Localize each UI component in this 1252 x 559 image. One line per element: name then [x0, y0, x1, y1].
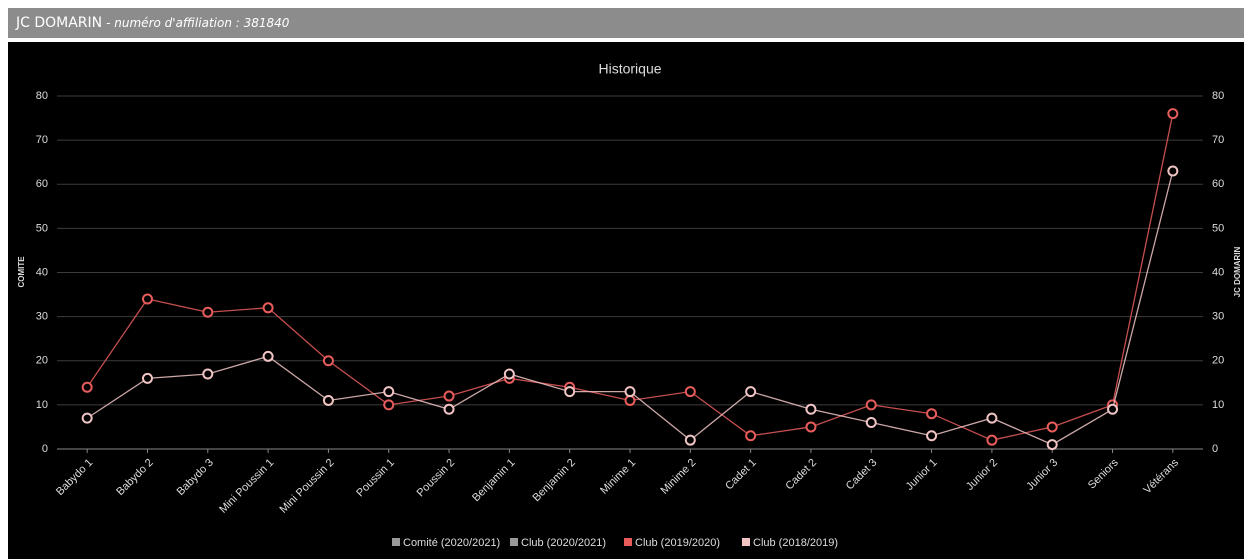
- point: [865, 417, 877, 429]
- y-tick-label: 40: [36, 266, 48, 278]
- point: [141, 372, 153, 384]
- header-title: JC DOMARIN: [16, 15, 103, 31]
- point: [865, 399, 877, 411]
- y-tick-label: 20: [36, 355, 48, 367]
- header-subtitle: - numéro d'affiliation : 381840: [106, 16, 290, 30]
- point: [383, 399, 395, 411]
- y2-tick-label: 70: [1212, 134, 1224, 146]
- point: [624, 394, 636, 406]
- point: [684, 434, 696, 446]
- legend-swatch: [742, 538, 750, 546]
- point: [564, 386, 576, 398]
- y-tick-label: 70: [36, 134, 48, 146]
- legend-swatch: [510, 538, 518, 546]
- y-axis-label: COMITE: [17, 256, 26, 288]
- legend-label: Club (2018/2019): [753, 537, 838, 549]
- point: [383, 386, 395, 398]
- point: [141, 293, 153, 305]
- y-tick-label: 80: [36, 90, 48, 102]
- point: [81, 381, 93, 393]
- point: [805, 421, 817, 433]
- point: [986, 412, 998, 424]
- point: [986, 434, 998, 446]
- header: JC DOMARIN - numéro d'affiliation : 38184…: [8, 8, 1244, 38]
- point: [1046, 439, 1058, 451]
- y2-tick-label: 50: [1212, 222, 1224, 234]
- legend-label: Club (2020/2021): [521, 537, 606, 549]
- point: [684, 386, 696, 398]
- legend-swatch: [624, 538, 632, 546]
- point: [202, 306, 214, 318]
- y-tick-label: 50: [36, 222, 48, 234]
- y2-tick-label: 60: [1212, 178, 1224, 190]
- point: [503, 368, 515, 380]
- y2-axis-label: JC DOMARIN: [1233, 246, 1242, 297]
- legend-label: Comité (2020/2021): [403, 537, 500, 549]
- point: [202, 368, 214, 380]
- legend-label: Club (2019/2020): [635, 537, 720, 549]
- y2-tick-label: 10: [1212, 399, 1224, 411]
- point: [262, 302, 274, 314]
- point: [1046, 421, 1058, 433]
- point: [322, 355, 334, 367]
- y2-tick-label: 40: [1212, 266, 1224, 278]
- y2-tick-label: 20: [1212, 355, 1224, 367]
- point: [745, 430, 757, 442]
- y-tick-label: 10: [36, 399, 48, 411]
- point: [262, 350, 274, 362]
- chart-background: [8, 42, 1244, 559]
- point: [624, 386, 636, 398]
- legend-swatch: [392, 538, 400, 546]
- point: [81, 412, 93, 424]
- y-tick-label: 0: [42, 443, 48, 455]
- chart-title: Historique: [598, 61, 661, 77]
- point: [322, 394, 334, 406]
- point: [443, 390, 455, 402]
- y-tick-label: 60: [36, 178, 48, 190]
- point: [1167, 108, 1179, 120]
- point: [926, 408, 938, 420]
- y2-tick-label: 0: [1212, 443, 1218, 455]
- point: [443, 403, 455, 415]
- point: [745, 386, 757, 398]
- point: [1107, 403, 1119, 415]
- point: [926, 430, 938, 442]
- point: [1167, 165, 1179, 177]
- point: [805, 403, 817, 415]
- y2-tick-label: 30: [1212, 311, 1224, 323]
- y-tick-label: 30: [36, 311, 48, 323]
- y2-tick-label: 80: [1212, 90, 1224, 102]
